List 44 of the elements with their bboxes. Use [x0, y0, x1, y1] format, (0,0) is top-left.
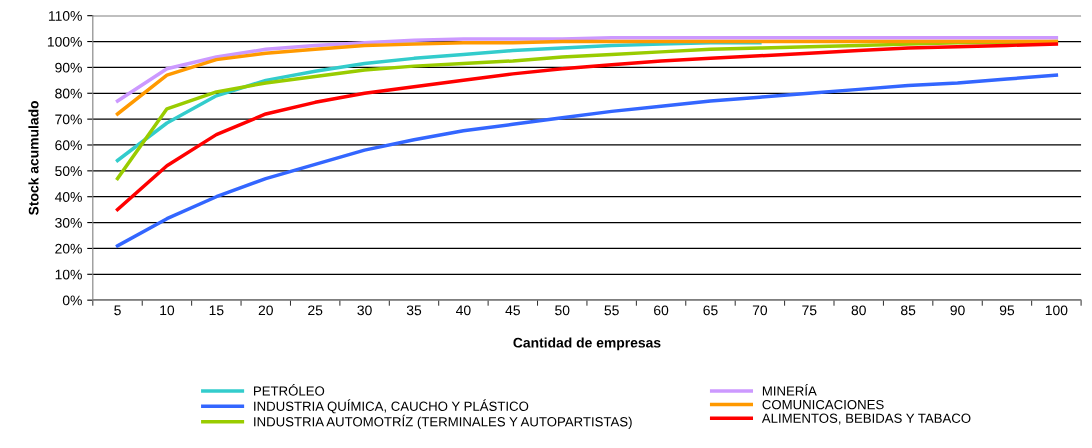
- x-tick-label: 30: [357, 305, 372, 316]
- x-axis-title: Cantidad de empresas: [513, 337, 661, 351]
- legend-label: INDUSTRIA QUÍMICA, CAUCHO Y PLÁSTICO: [254, 399, 529, 414]
- line-series: [115, 42, 1059, 212]
- y-axis-title: Stock acumulado: [28, 100, 39, 216]
- y-tick-label: 60%: [55, 140, 82, 151]
- x-tick-label: 95: [999, 305, 1015, 316]
- x-tick-label: 10: [160, 305, 175, 316]
- x-tick-label: 90: [950, 305, 965, 316]
- legend-label: COMUNICACIONES: [762, 399, 884, 410]
- y-tick-label: 30%: [55, 217, 82, 228]
- legend-label: MINERÍA: [762, 384, 817, 396]
- x-tick-label: 70: [752, 305, 768, 316]
- x-tick-label: 50: [555, 305, 570, 316]
- y-tick-label: 0%: [62, 295, 82, 306]
- legend-label: ALIMENTOS, BEBIDAS Y TABACO: [761, 413, 971, 425]
- x-tick-label: 15: [209, 305, 224, 316]
- x-tick-label: 5: [114, 305, 121, 316]
- y-tick-label: 40%: [54, 192, 82, 202]
- y-tick-label: 100%: [47, 36, 82, 47]
- x-tick-label: 55: [604, 305, 619, 316]
- y-tick-label: 90%: [55, 62, 82, 73]
- x-tick-label: 40: [456, 305, 471, 316]
- x-tick-label: 85: [901, 305, 916, 316]
- x-tick-label: 75: [802, 305, 817, 316]
- x-tick-label: 100: [1045, 305, 1068, 316]
- line-series: [115, 73, 1059, 248]
- x-tick-label: 65: [703, 305, 718, 316]
- y-tick-label: 10%: [55, 269, 82, 280]
- x-tick-label: 35: [406, 305, 422, 316]
- y-tick-label: 110%: [48, 11, 82, 21]
- x-tick-label: 45: [505, 305, 520, 316]
- line-series: [115, 35, 1059, 103]
- legend-label: PETRÓLEO: [254, 384, 325, 396]
- x-tick-label: 60: [654, 305, 669, 316]
- y-tick-label: 20%: [55, 243, 82, 254]
- x-tick-label: 20: [258, 305, 273, 316]
- y-tick-label: 70%: [55, 114, 82, 125]
- x-tick-label: 80: [851, 305, 866, 316]
- line-series: [115, 39, 1059, 116]
- y-tick-label: 80%: [55, 88, 82, 99]
- x-tick-label: 25: [308, 305, 323, 316]
- y-tick-label: 50%: [55, 166, 82, 177]
- legend-label: INDUSTRIA AUTOMOTRÍZ (TERMINALES Y AUTOPARTISTAS): [254, 414, 632, 430]
